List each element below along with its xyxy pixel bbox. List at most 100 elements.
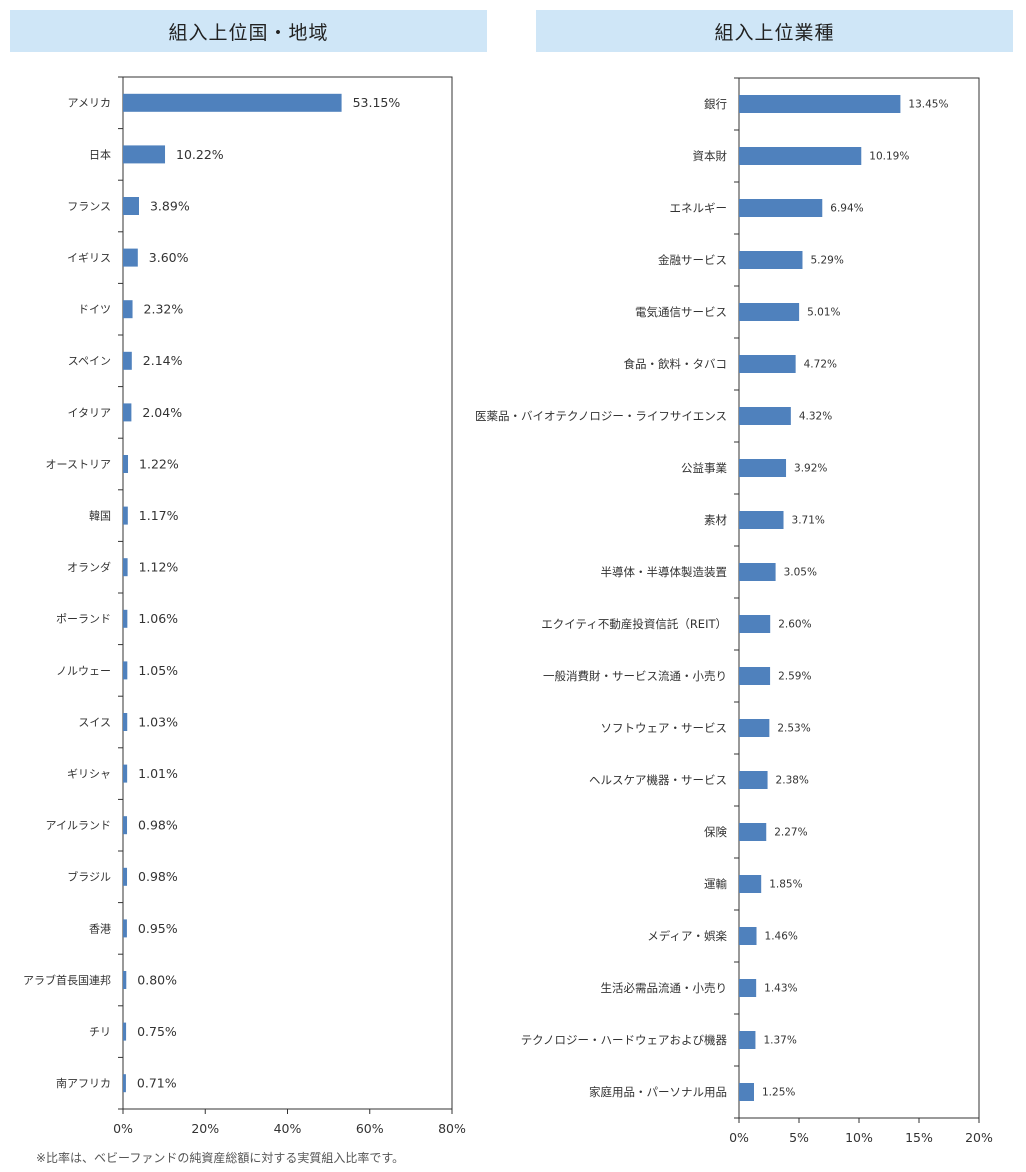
value-label: 2.59% xyxy=(778,671,811,683)
category-label: エクイティ不動産投資信託（REIT） xyxy=(541,617,727,631)
bar xyxy=(739,771,768,789)
category-label: スペイン xyxy=(68,355,111,368)
bar xyxy=(739,95,901,113)
bar xyxy=(123,145,166,164)
category-label: チリ xyxy=(89,1025,111,1038)
category-label: メディア・娯楽 xyxy=(647,929,727,943)
bar xyxy=(123,403,132,422)
category-label: イギリス xyxy=(67,251,111,264)
category-label: 韓国 xyxy=(89,509,111,522)
value-label: 2.60% xyxy=(778,619,811,631)
value-label: 2.04% xyxy=(142,405,182,420)
bar xyxy=(123,971,127,989)
value-label: 1.03% xyxy=(138,714,178,729)
bar xyxy=(739,563,776,581)
value-label: 6.94% xyxy=(830,203,863,215)
category-label: 半導体・半導体製造装置 xyxy=(601,565,728,579)
value-label: 0.80% xyxy=(137,972,177,987)
category-label: ドイツ xyxy=(78,303,111,316)
category-label: フランス xyxy=(67,200,111,213)
category-label: イタリア xyxy=(67,406,111,419)
bar xyxy=(739,927,757,945)
category-label: 公益事業 xyxy=(681,461,727,475)
category-label: 日本 xyxy=(89,147,111,161)
footnote: ※比率は、ベビーファンドの純資産総額に対する実質組入比率です。 xyxy=(36,1151,405,1165)
value-label: 3.89% xyxy=(150,198,190,213)
x-tick-label: 15% xyxy=(905,1130,933,1145)
bar xyxy=(739,615,771,633)
value-label: 1.17% xyxy=(139,508,179,523)
category-label: アイルランド xyxy=(46,819,111,832)
x-tick-label: 0% xyxy=(113,1121,133,1136)
category-label: 食品・飲料・タバコ xyxy=(624,357,728,371)
category-label: 金融サービス xyxy=(658,253,727,267)
category-label: 銀行 xyxy=(704,97,727,111)
value-label: 1.05% xyxy=(138,663,178,678)
category-label: 資本財 xyxy=(693,149,728,163)
value-label: 53.15% xyxy=(353,95,401,110)
category-label: 家庭用品・パーソナル用品 xyxy=(589,1085,727,1099)
value-label: 3.92% xyxy=(794,463,827,475)
category-label: 生活必需品流通・小売り xyxy=(601,981,728,995)
category-label: ギリシャ xyxy=(67,767,111,780)
value-label: 1.25% xyxy=(762,1087,795,1099)
bar xyxy=(123,300,133,319)
value-label: 2.53% xyxy=(777,723,810,735)
category-label: 医薬品・バイオテクノロジー・ライフサイエンス xyxy=(475,409,727,423)
country-chart-title: 組入上位国・地域 xyxy=(10,10,487,52)
value-label: 0.75% xyxy=(137,1024,177,1039)
category-label: 素材 xyxy=(704,513,727,527)
category-label: アメリカ xyxy=(68,97,111,110)
category-label: ブラジル xyxy=(67,870,111,884)
category-label: 電気通信サービス xyxy=(635,305,727,319)
bar xyxy=(739,147,862,165)
value-label: 13.45% xyxy=(908,99,948,111)
value-label: 1.01% xyxy=(138,766,178,781)
value-label: 3.05% xyxy=(784,567,817,579)
bar xyxy=(739,199,823,217)
x-tick-label: 10% xyxy=(845,1130,873,1145)
bar xyxy=(739,667,771,685)
bar xyxy=(739,251,803,269)
value-label: 3.60% xyxy=(149,250,189,265)
category-label: オランダ xyxy=(67,560,111,574)
plot-frame xyxy=(738,77,980,1119)
value-label: 1.43% xyxy=(764,983,797,995)
value-label: 1.22% xyxy=(139,456,179,471)
bar xyxy=(739,1083,754,1101)
category-label: スイス xyxy=(78,716,111,729)
x-tick-label: 5% xyxy=(789,1130,809,1145)
value-label: 1.06% xyxy=(138,611,178,626)
bar xyxy=(123,558,128,577)
category-label: ヘルスケア機器・サービス xyxy=(589,773,727,787)
value-label: 3.71% xyxy=(792,515,825,527)
value-label: 2.14% xyxy=(143,353,183,368)
bar xyxy=(739,823,767,841)
value-label: 10.19% xyxy=(869,151,909,163)
category-label: ポーランド xyxy=(56,613,111,626)
bar xyxy=(123,919,127,938)
category-label: オーストリア xyxy=(46,458,111,471)
value-label: 0.98% xyxy=(138,818,178,833)
category-label: 保険 xyxy=(704,825,727,839)
x-tick-label: 40% xyxy=(274,1121,302,1136)
value-label: 4.32% xyxy=(799,411,832,423)
bar xyxy=(123,455,129,473)
x-tick-label: 0% xyxy=(729,1130,749,1145)
category-label: 一般消費財・サービス流通・小売り xyxy=(543,669,727,683)
bar xyxy=(123,1074,126,1093)
bar xyxy=(739,719,770,737)
category-label: ノルウェー xyxy=(56,664,111,677)
bar xyxy=(739,407,791,425)
category-label: エネルギー xyxy=(670,201,728,215)
value-label: 1.85% xyxy=(769,879,802,891)
bar xyxy=(123,1022,127,1041)
bar xyxy=(123,609,128,628)
value-label: 2.32% xyxy=(144,302,184,317)
bar xyxy=(123,867,128,886)
bar xyxy=(739,979,757,997)
category-label: 運輸 xyxy=(704,877,727,891)
x-tick-label: 60% xyxy=(356,1121,384,1136)
